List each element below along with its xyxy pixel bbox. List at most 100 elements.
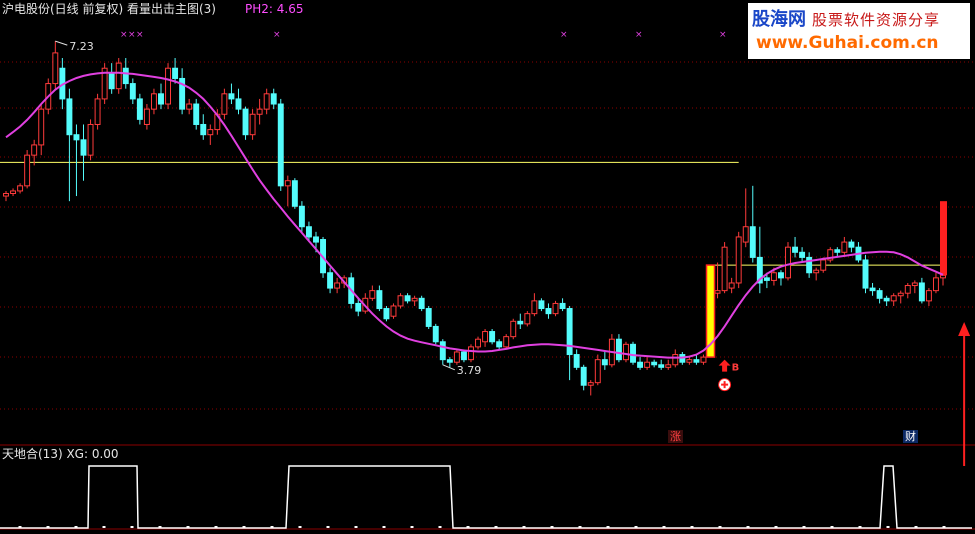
- buy-marker-label: B: [732, 363, 740, 374]
- candle-body: [242, 108, 249, 136]
- candle-body: [475, 338, 481, 348]
- xg-dot: [746, 526, 750, 528]
- cross-marker: ×: [719, 30, 727, 40]
- signal-arrow-icon: [958, 322, 971, 336]
- watermark-brand: 股海网: [752, 9, 806, 30]
- candle-body: [482, 331, 489, 343]
- chart-annotations: 7.23 3.79 B × × × × × × ×: [55, 30, 971, 466]
- candle-body: [770, 272, 777, 281]
- candle-body: [460, 351, 467, 361]
- candle-body: [263, 93, 270, 110]
- candle-body: [777, 272, 784, 279]
- watermark-url: www.Guhai.com.cn: [756, 33, 939, 53]
- candle-body: [637, 361, 644, 368]
- candle-body: [503, 336, 510, 348]
- chart-title: 沪电股份(日线 前复权) 看量出击主图(3): [2, 2, 216, 16]
- xg-dot: [774, 526, 778, 528]
- candle-body: [897, 292, 904, 297]
- candle-body: [665, 364, 672, 368]
- xg-dot: [270, 526, 274, 528]
- candle-body: [228, 93, 235, 100]
- candle-body: [763, 277, 770, 281]
- candle-body: [327, 272, 334, 289]
- candle-body: [714, 290, 721, 294]
- candle-body: [566, 308, 573, 356]
- watermark-top: 股海网 股票软件资源分享: [752, 5, 940, 31]
- candle-body: [165, 67, 172, 105]
- candle-body: [10, 190, 17, 195]
- candle-body: [432, 325, 439, 343]
- end-signal-bar: [940, 201, 947, 276]
- candle-body: [179, 77, 186, 110]
- candle-body: [383, 308, 390, 320]
- candle-body: [489, 331, 496, 343]
- xg-dot: [326, 526, 330, 528]
- candle-body: [806, 256, 813, 274]
- candle-body: [658, 364, 665, 368]
- xg-dot: [494, 526, 498, 528]
- candle-body: [66, 98, 73, 136]
- candle-body: [298, 205, 305, 228]
- candle-body: [728, 282, 735, 289]
- candlestick-series: [3, 41, 947, 396]
- candle-body: [644, 361, 651, 368]
- candle-body: [235, 98, 242, 110]
- xg-dot: [522, 526, 526, 528]
- candle-body: [38, 108, 45, 146]
- candle-body: [869, 287, 876, 292]
- rise-tag: 涨: [668, 430, 683, 443]
- cross-marker: ×: [635, 30, 643, 40]
- candle-body: [834, 249, 841, 253]
- candle-body: [221, 93, 228, 115]
- candle-body: [122, 67, 129, 85]
- candle-body: [390, 305, 397, 317]
- candle-body: [468, 346, 474, 361]
- candle-body: [813, 269, 820, 274]
- candle-body: [545, 308, 552, 315]
- xg-dot: [46, 526, 50, 528]
- candle-body: [73, 134, 80, 141]
- candle-body: [158, 93, 164, 105]
- candle-body: [552, 302, 559, 315]
- candle-body: [186, 103, 193, 110]
- cross-marker: ×: [560, 30, 568, 40]
- candle-body: [827, 249, 834, 261]
- candle-body: [17, 185, 24, 192]
- indicator-title: 天地合(13) XG: 0.00: [2, 447, 119, 461]
- candle-body: [376, 290, 383, 310]
- candle-body: [52, 52, 59, 85]
- candle-body: [848, 241, 855, 248]
- wealth-tag: 财: [903, 430, 918, 443]
- candle-body: [623, 343, 629, 361]
- plus-marker-cross: [721, 381, 729, 389]
- candle-body: [411, 297, 418, 302]
- candle-body: [573, 354, 580, 368]
- buy-arrow-icon: [718, 359, 731, 372]
- xg-dot: [914, 526, 918, 528]
- xg-line: [0, 465, 972, 529]
- xg-dot: [382, 526, 386, 528]
- candle-body: [742, 226, 749, 243]
- xg-dot: [438, 526, 442, 528]
- candle-body: [841, 241, 848, 253]
- support-line: [0, 161, 943, 266]
- candle-body: [129, 83, 136, 100]
- xg-dot: [214, 526, 218, 528]
- xg-dot: [18, 526, 22, 528]
- watermark-logo: 股海网 股票软件资源分享 www.Guhai.com.cn: [748, 3, 970, 59]
- candle-body: [517, 320, 524, 325]
- candle-body: [453, 351, 460, 363]
- candle-body: [932, 277, 939, 292]
- xg-dot: [74, 526, 78, 528]
- candle-body: [630, 343, 636, 363]
- candle-body: [756, 256, 763, 284]
- candle-body: [686, 359, 693, 363]
- candle-body: [587, 382, 594, 386]
- candle-body: [918, 282, 925, 302]
- candle-body: [3, 193, 9, 197]
- candle-body: [200, 123, 207, 136]
- candle-body: [143, 108, 150, 125]
- candle-body: [136, 98, 143, 120]
- xg-dot: [690, 526, 694, 528]
- cross-marker: ×: [128, 30, 136, 40]
